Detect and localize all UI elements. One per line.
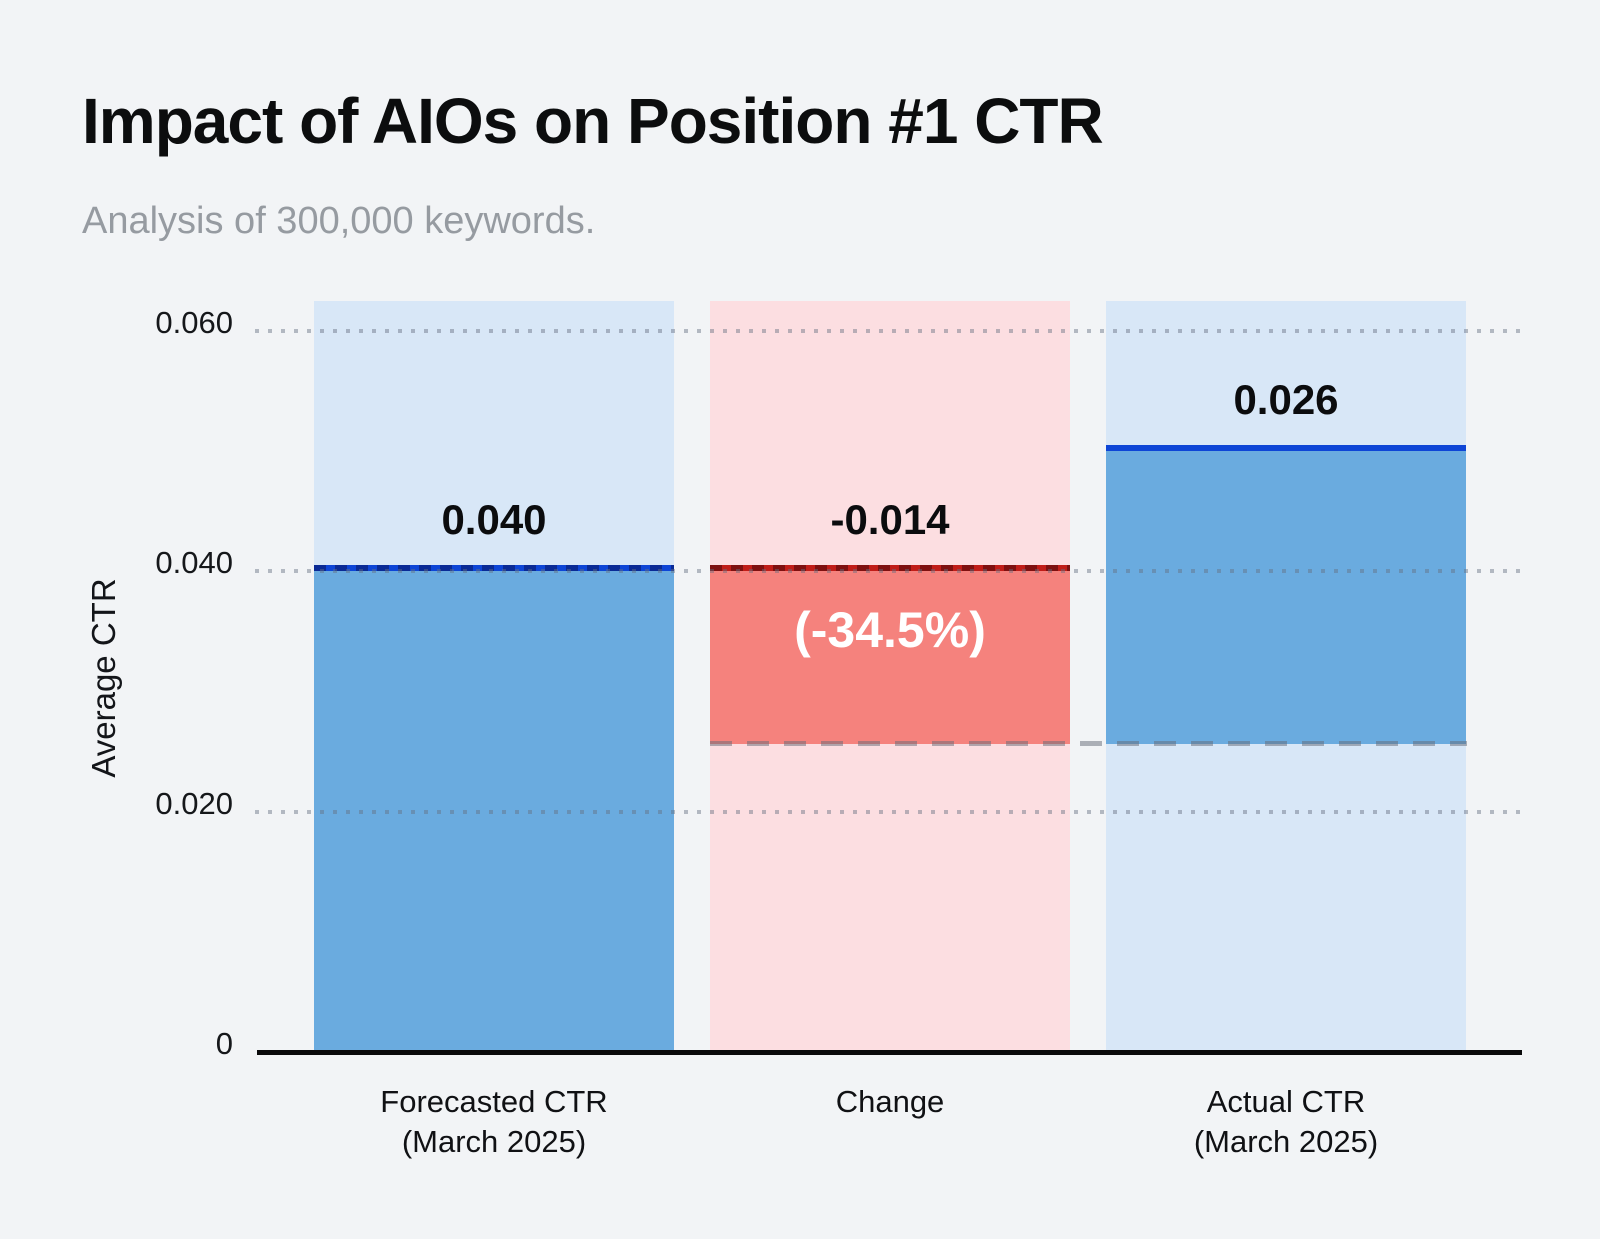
gridline-0.060 [255, 328, 1522, 333]
y-tick-label-0: 0 [215, 1026, 233, 1061]
x-axis-label-change: Change [690, 1082, 1090, 1122]
y-axis-title: Average CTR [85, 578, 122, 778]
x-axis-label-forecasted-line-2: (March 2025) [401, 1124, 587, 1159]
gridline-0.020 [255, 809, 1522, 814]
y-tick-label-0.040: 0.040 [155, 545, 233, 580]
bar-top-line-forecasted [314, 565, 674, 571]
bar-actual [1106, 450, 1466, 745]
bar-forecasted [314, 571, 674, 1052]
x-axis-label-forecasted: Forecasted CTR (March 2025) [294, 1082, 694, 1162]
value-label-forecasted: 0.040 [441, 496, 547, 543]
x-axis-label-actual-line-1: Actual CTR [1206, 1084, 1366, 1119]
bar-top-line-change [710, 565, 1070, 571]
y-tick-label-0.020: 0.020 [155, 785, 233, 821]
x-axis-line [257, 1050, 1522, 1055]
x-axis-label-change-line-1: Change [835, 1084, 945, 1119]
x-axis-label-actual-line-2: (March 2025) [1193, 1124, 1379, 1159]
chart-title: Impact of AIOs on Position #1 CTR [82, 85, 1104, 157]
chart-subtitle: Analysis of 300,000 keywords. [82, 200, 596, 242]
value-label-change: -0.014 [830, 496, 950, 543]
dashed-reference-line [710, 741, 1467, 747]
y-tick-label-0.060: 0.060 [155, 304, 233, 340]
gridline-0.040 [255, 569, 1522, 573]
x-axis-label-forecasted-line-1: Forecasted CTR [380, 1084, 608, 1119]
bar-inner-label-change: (-34.5%) [794, 602, 986, 658]
value-label-actual: 0.026 [1233, 375, 1339, 423]
x-axis-label-actual: Actual CTR (March 2025) [1086, 1082, 1486, 1162]
bar-top-line-actual [1106, 444, 1466, 451]
bar-change [710, 571, 1070, 745]
